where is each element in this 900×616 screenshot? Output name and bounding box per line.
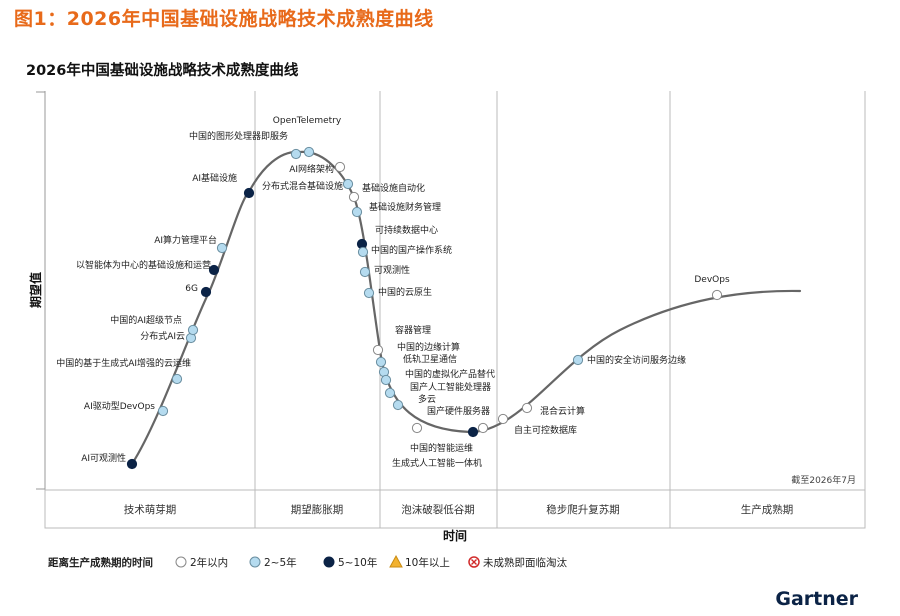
point-marker (711, 289, 723, 301)
point-label: 可观测性 (374, 264, 410, 276)
hype-curve (130, 150, 802, 466)
point-marker (303, 146, 315, 158)
point-label: 分布式混合基础设施 (262, 180, 343, 192)
point-label: 可持续数据中心 (375, 224, 438, 236)
point-marker (359, 266, 371, 278)
point-label: 中国的图形处理器即服务 (189, 130, 288, 142)
point-label: 中国的AI超级节点 (110, 314, 182, 326)
legend-label: 2~5年 (264, 556, 297, 569)
point-marker (392, 399, 404, 411)
phase-label-plateau: 生产成熟期 (741, 503, 794, 516)
point-marker (497, 413, 509, 425)
point-label: 国产硬件服务器 (427, 405, 490, 417)
date-note: 截至2026年7月 (791, 474, 856, 486)
point-marker (342, 178, 354, 190)
point-marker (187, 324, 199, 336)
phase-label-peak: 期望膨胀期 (291, 503, 344, 516)
plot-frame (36, 91, 866, 529)
legend-marker (249, 556, 261, 568)
point-marker (357, 246, 369, 258)
point-label: 混合云计算 (540, 405, 585, 417)
point-label: 中国的智能运维 (410, 442, 473, 454)
point-label: AI网络架构 (289, 163, 334, 175)
point-label: AI驱动型DevOps (84, 401, 155, 412)
point-marker (200, 286, 212, 298)
point-marker (334, 161, 346, 173)
point-label: 中国的国产操作系统 (371, 244, 452, 256)
point-label: 以智能体为中心的基础设施和运营 (76, 259, 211, 271)
phase-label-innovation: 技术萌芽期 (124, 503, 177, 516)
point-marker (384, 387, 396, 399)
point-label: 中国的边缘计算 (397, 341, 460, 353)
legend-obsolete-cross (471, 559, 477, 565)
legend-title: 距离生产成熟期的时间 (48, 556, 153, 569)
point-marker (290, 148, 302, 160)
point-label: 中国的虚拟化产品替代 (405, 368, 495, 380)
point-label: 低轨卫星通信 (403, 353, 457, 365)
point-marker (208, 264, 220, 276)
point-marker (375, 356, 387, 368)
legend-triangle-icon (389, 554, 403, 568)
legend-label: 2年以内 (190, 556, 228, 569)
point-marker (348, 191, 360, 203)
point-marker (477, 422, 489, 434)
point-label: OpenTelemetry (273, 116, 342, 126)
point-label: 中国的云原生 (378, 286, 432, 298)
phase-label-slope: 稳步爬升复苏期 (546, 503, 620, 516)
point-label: 国产人工智能处理器 (410, 381, 491, 393)
point-marker (126, 458, 138, 470)
point-marker (372, 344, 384, 356)
point-label: 中国的安全访问服务边缘 (587, 354, 686, 366)
point-label: 6G (185, 284, 198, 294)
point-label: AI基础设施 (192, 172, 237, 184)
point-label: DevOps (694, 275, 730, 285)
point-label: AI算力管理平台 (154, 234, 217, 246)
point-marker (380, 374, 392, 386)
y-axis-label: 期望值 (28, 272, 43, 308)
point-label: 中国的基于生成式AI增强的云运维 (56, 357, 191, 369)
point-label: 分布式AI云 (140, 330, 185, 342)
point-label: AI可观测性 (81, 452, 126, 464)
point-marker (243, 187, 255, 199)
point-marker (411, 422, 423, 434)
x-axis-label: 时间 (443, 528, 467, 543)
point-label: 多云 (418, 393, 436, 405)
point-marker (157, 405, 169, 417)
points-layer: AI可观测性AI驱动型DevOps中国的基于生成式AI增强的云运维分布式AI云中… (56, 116, 730, 470)
legend: 2年以内 2~5年 5~10年 10年以上 未成熟即面临淘汰 (175, 554, 567, 569)
point-marker (351, 206, 363, 218)
point-marker (572, 354, 584, 366)
legend-marker (323, 556, 335, 568)
figure-caption: 图1：2026年中国基础设施战略技术成熟度曲线 (14, 8, 434, 30)
point-label: 生成式人工智能一体机 (392, 457, 482, 469)
legend-label: 5~10年 (338, 556, 377, 569)
point-marker (467, 426, 479, 438)
point-label: 容器管理 (395, 324, 431, 336)
brand-logo: Gartner (775, 588, 858, 610)
legend-label: 未成熟即面临淘汰 (483, 556, 567, 569)
phase-label-trough: 泡沫破裂低谷期 (401, 503, 475, 516)
point-marker (216, 242, 228, 254)
legend-marker (175, 556, 187, 568)
point-marker (171, 373, 183, 385)
legend-label: 10年以上 (405, 556, 450, 569)
point-label: 基础设施财务管理 (369, 201, 441, 213)
point-label: 基础设施自动化 (362, 182, 425, 194)
point-marker (521, 402, 533, 414)
chart-title: 2026年中国基础设施战略技术成熟度曲线 (26, 61, 299, 79)
point-label: 自主可控数据库 (514, 424, 577, 436)
point-marker (363, 287, 375, 299)
